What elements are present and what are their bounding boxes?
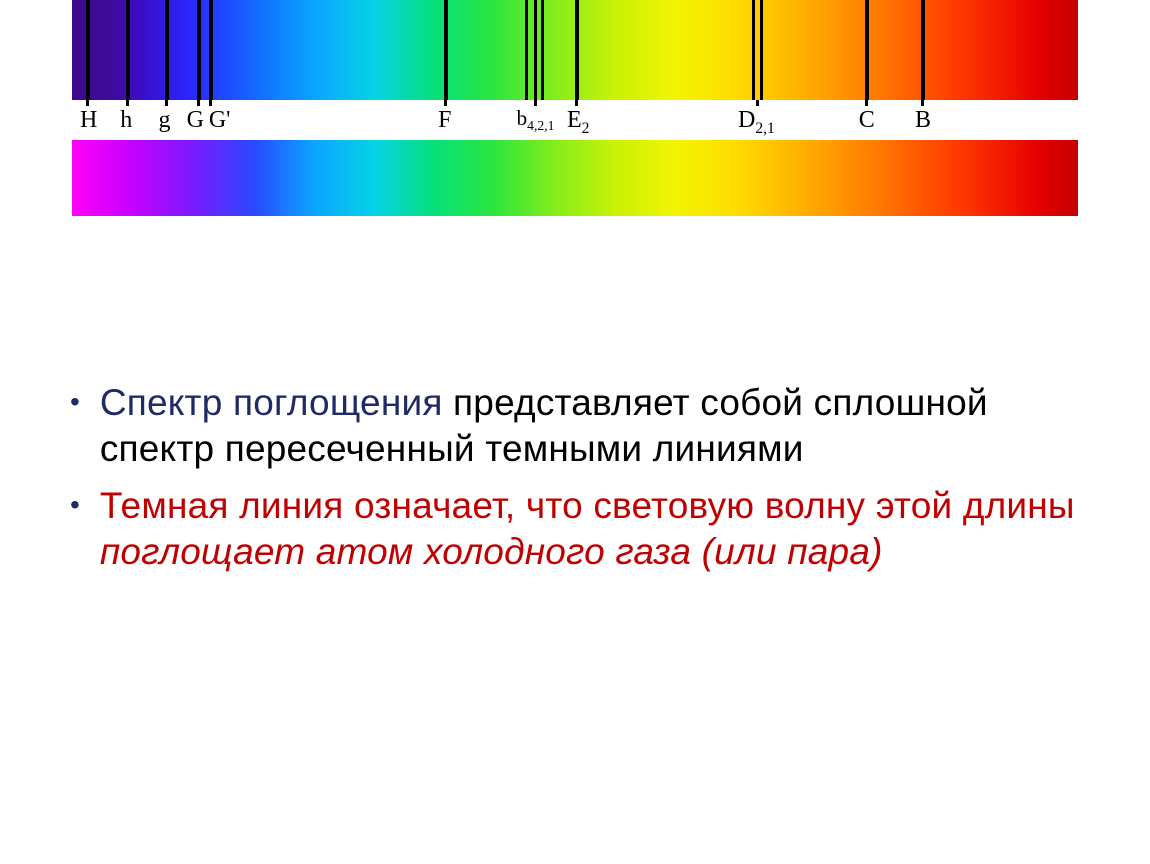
tick-mark <box>575 100 578 106</box>
fraunhofer-label: b4,2,1 <box>517 108 555 133</box>
fraunhofer-label: h <box>120 108 132 132</box>
absorption-line <box>865 0 869 100</box>
absorption-line <box>126 0 130 100</box>
bullet-text: Темная линия означает, что световую волн… <box>100 483 1110 576</box>
absorption-line <box>541 0 544 100</box>
fraunhofer-labels-row: Hh gGG' Fb4,2,1 E2 D2,1 C B <box>72 100 1078 136</box>
bullet-accent: Спектр поглощения <box>100 382 443 423</box>
tick-mark <box>86 100 89 106</box>
bullet-item: • Темная линия означает, что световую во… <box>40 483 1110 576</box>
bullet-italic: поглощает атом холодного газа (или пара) <box>100 531 883 572</box>
fraunhofer-label: H <box>80 108 97 132</box>
absorption-line <box>760 0 763 100</box>
absorption-line <box>197 0 201 100</box>
absorption-line <box>525 0 528 100</box>
tick-mark <box>126 100 129 106</box>
absorption-spectrum-band <box>72 0 1078 100</box>
fraunhofer-label: E2 <box>567 108 589 136</box>
absorption-line <box>921 0 925 100</box>
continuous-spectrum-band <box>72 140 1078 216</box>
bullet-list: • Спектр поглощения представляет собой с… <box>40 380 1110 585</box>
tick-mark <box>209 100 212 106</box>
tick-mark <box>865 100 868 106</box>
tick-mark <box>197 100 200 106</box>
bullet-item: • Спектр поглощения представляет собой с… <box>40 380 1110 473</box>
bullet-dot: • <box>70 483 80 528</box>
absorption-line <box>575 0 579 100</box>
tick-mark <box>756 100 759 106</box>
fraunhofer-label: B <box>915 108 931 132</box>
bullet-text: Спектр поглощения представляет собой спл… <box>100 380 1110 473</box>
fraunhofer-label: F <box>438 108 451 132</box>
fraunhofer-label: G' <box>209 108 231 132</box>
absorption-line <box>752 0 755 100</box>
tick-mark <box>534 100 537 106</box>
fraunhofer-label: D2,1 <box>738 108 775 136</box>
bullet-dot: • <box>70 380 80 425</box>
absorption-line <box>165 0 169 100</box>
slide-root: Hh gGG' Fb4,2,1 E2 D2,1 C B • Спектр поглощени… <box>0 0 1150 864</box>
fraunhofer-label: g <box>159 108 171 132</box>
absorption-line <box>209 0 213 100</box>
spectrum-figure: Hh gGG' Fb4,2,1 E2 D2,1 C B <box>72 0 1078 216</box>
tick-mark <box>444 100 447 106</box>
absorption-line <box>86 0 90 100</box>
fraunhofer-label: C <box>859 108 875 132</box>
tick-mark <box>165 100 168 106</box>
tick-mark <box>921 100 924 106</box>
bullet-main: Темная линия означает, что световую волн… <box>100 485 1075 526</box>
fraunhofer-label: G <box>187 108 204 132</box>
absorption-line <box>444 0 448 100</box>
absorption-line <box>534 0 537 100</box>
